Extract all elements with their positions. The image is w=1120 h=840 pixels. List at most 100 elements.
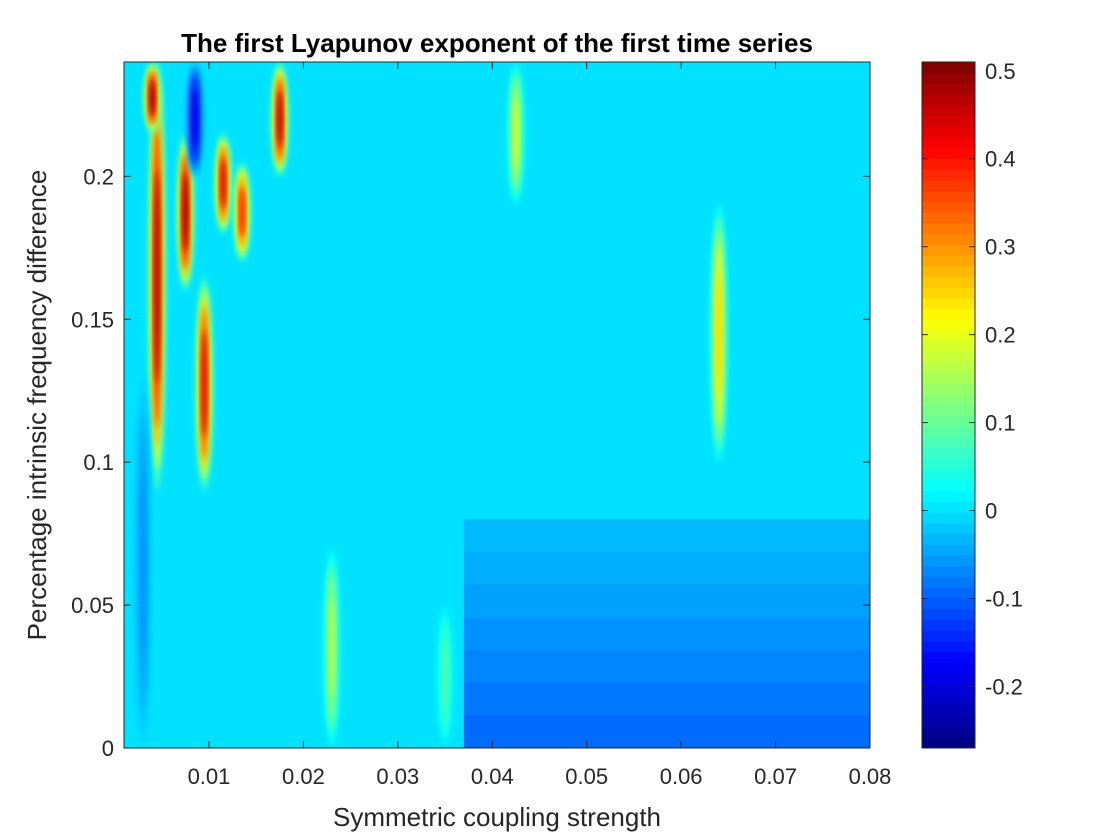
ridge-core bbox=[201, 329, 207, 438]
colorbar-band bbox=[922, 597, 975, 610]
ridge-core bbox=[513, 97, 519, 170]
colorbar-band bbox=[922, 458, 975, 470]
colorbar-band bbox=[922, 126, 975, 138]
colorbar-band bbox=[922, 576, 975, 588]
colorbar-tick-label: 0.1 bbox=[985, 411, 1016, 436]
colorbar-tick-label: 0 bbox=[985, 499, 997, 524]
colorbar-frame bbox=[921, 61, 976, 749]
colorbar-band bbox=[922, 254, 975, 267]
colorbar-band bbox=[922, 372, 975, 385]
heatmap-frame bbox=[123, 61, 871, 749]
colorbar-band bbox=[922, 265, 975, 277]
ridge-core bbox=[716, 269, 722, 398]
colorbar-band bbox=[922, 158, 975, 170]
colorbar-band bbox=[922, 490, 975, 503]
trough-core bbox=[192, 90, 198, 148]
ridge-core bbox=[149, 79, 155, 116]
colorbar-band bbox=[922, 233, 975, 245]
x-tick-label: 0.05 bbox=[565, 764, 608, 789]
colorbar-band bbox=[922, 565, 975, 578]
ridge-core bbox=[154, 169, 160, 384]
ridge-core bbox=[220, 158, 226, 209]
colorbar-bands bbox=[922, 62, 975, 748]
y-tick-label: 0.2 bbox=[83, 164, 114, 189]
colorbar-band bbox=[922, 651, 975, 663]
y-tick-label: 0.05 bbox=[71, 593, 114, 618]
plateau-band bbox=[463, 552, 870, 586]
colorbar-band bbox=[922, 104, 975, 117]
plateau-band bbox=[463, 715, 870, 748]
colorbar: -0.2 -0.1 0 0.1 0.2 0.3 0.4 0.5 bbox=[921, 59, 1023, 749]
colorbar-band bbox=[922, 683, 975, 696]
colorbar-band bbox=[922, 244, 975, 256]
colorbar-band bbox=[922, 426, 975, 438]
heatmap-feature-layer bbox=[133, 62, 728, 748]
colorbar-band bbox=[922, 72, 975, 85]
colorbar-band bbox=[922, 115, 975, 127]
plateau-band bbox=[463, 519, 870, 553]
colorbar-band bbox=[922, 287, 975, 299]
colorbar-band bbox=[922, 222, 975, 235]
colorbar-band bbox=[922, 630, 975, 642]
colorbar-band bbox=[922, 94, 975, 106]
plateau-band bbox=[463, 617, 870, 651]
colorbar-band bbox=[922, 619, 975, 631]
colorbar-band bbox=[922, 480, 975, 492]
colorbar-band bbox=[922, 329, 975, 342]
x-tick-label: 0.06 bbox=[660, 764, 703, 789]
colorbar-ticks: -0.2 -0.1 0 0.1 0.2 0.3 0.4 0.5 bbox=[922, 59, 1023, 699]
plateau-band bbox=[463, 650, 870, 684]
colorbar-band bbox=[922, 715, 975, 728]
colorbar-band bbox=[922, 383, 975, 395]
colorbar-band bbox=[922, 340, 975, 353]
colorbar-band bbox=[922, 62, 975, 74]
ridge-core bbox=[329, 597, 335, 698]
colorbar-tick-label: 0.5 bbox=[985, 59, 1016, 84]
colorbar-band bbox=[922, 319, 975, 331]
colorbar-tick-label: 0.2 bbox=[985, 323, 1016, 348]
colorbar-band bbox=[922, 137, 975, 149]
x-tick-label: 0.07 bbox=[754, 764, 797, 789]
chart-title: The first Lyapunov exponent of the first… bbox=[181, 28, 813, 58]
ridge-core bbox=[277, 90, 283, 148]
ridge-core bbox=[442, 640, 448, 713]
ridge-core bbox=[239, 187, 245, 238]
plateau-band bbox=[463, 584, 870, 619]
colorbar-band bbox=[922, 662, 975, 674]
trough-core bbox=[140, 469, 146, 656]
colorbar-tick-label: 0.4 bbox=[985, 147, 1016, 172]
x-tick-label: 0.02 bbox=[282, 764, 325, 789]
colorbar-band bbox=[922, 437, 975, 449]
colorbar-band bbox=[922, 512, 975, 524]
colorbar-band bbox=[922, 276, 975, 288]
colorbar-band bbox=[922, 469, 975, 481]
y-tick-label: 0 bbox=[102, 736, 114, 761]
colorbar-band bbox=[922, 415, 975, 428]
colorbar-band bbox=[922, 405, 975, 417]
y-axis: 0 0.05 0.1 0.15 0.2 bbox=[71, 164, 870, 761]
colorbar-band bbox=[922, 212, 975, 224]
colorbar-band bbox=[922, 147, 975, 160]
colorbar-band bbox=[922, 201, 975, 213]
colorbar-band bbox=[922, 672, 975, 685]
colorbar-tick-label: -0.1 bbox=[985, 586, 1023, 611]
colorbar-band bbox=[922, 522, 975, 535]
y-tick-label: 0.15 bbox=[71, 307, 114, 332]
colorbar-band bbox=[922, 533, 975, 545]
x-tick-label: 0.04 bbox=[471, 764, 514, 789]
colorbar-band bbox=[922, 544, 975, 556]
colorbar-band bbox=[922, 308, 975, 320]
x-tick-label: 0.08 bbox=[849, 764, 892, 789]
x-tick-label: 0.01 bbox=[188, 764, 231, 789]
colorbar-band bbox=[922, 447, 975, 460]
colorbar-band bbox=[922, 362, 975, 374]
colorbar-band bbox=[922, 705, 975, 717]
colorbar-band bbox=[922, 587, 975, 599]
colorbar-band bbox=[922, 726, 975, 738]
colorbar-band bbox=[922, 694, 975, 706]
colorbar-band bbox=[922, 190, 975, 202]
colorbar-band bbox=[922, 83, 975, 95]
colorbar-band bbox=[922, 737, 975, 748]
colorbar-band bbox=[922, 297, 975, 310]
